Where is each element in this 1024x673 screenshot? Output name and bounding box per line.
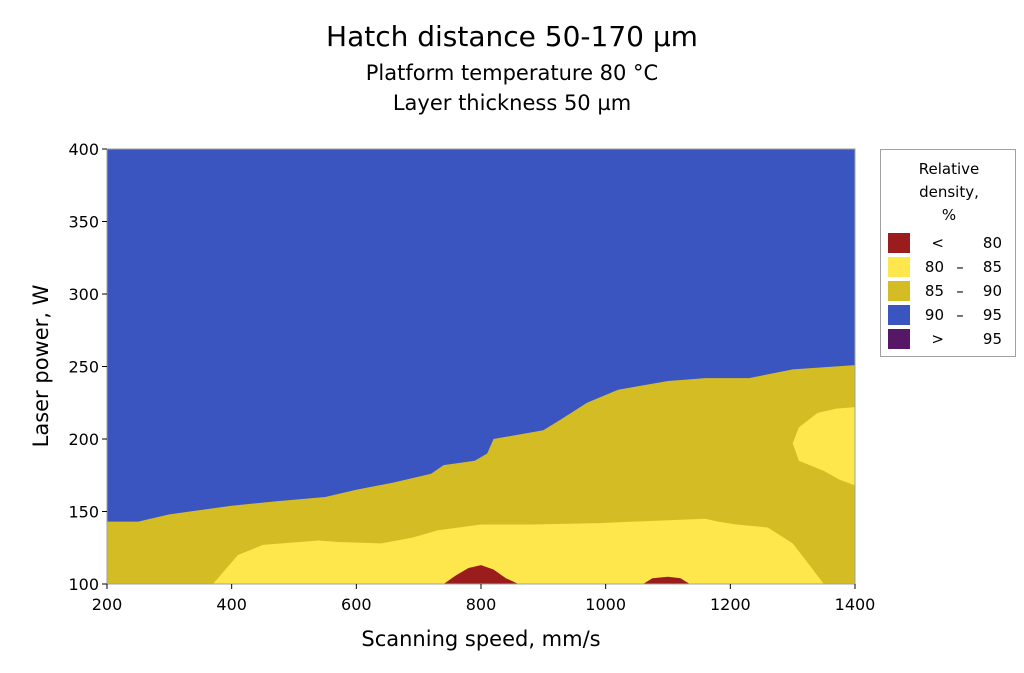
- contour-region-4: [443, 565, 519, 584]
- x-tick-label: 1000: [585, 595, 626, 614]
- contour-region-2: [213, 518, 824, 584]
- x-tick-label: 1200: [710, 595, 751, 614]
- legend-swatch: [888, 329, 910, 349]
- contour-regions: [107, 149, 855, 584]
- x-tick-label: 200: [92, 595, 123, 614]
- legend-title-line-2: density,: [919, 183, 979, 201]
- x-tick-label: 800: [466, 595, 497, 614]
- legend-title-line-1: Relative: [918, 160, 980, 178]
- y-tick-label: 150: [68, 503, 99, 522]
- y-axis: 100 150 200 250 300 350 400: [68, 140, 107, 594]
- legend-swatch: [888, 305, 910, 325]
- y-tick-label: 100: [68, 575, 99, 594]
- legend-swatch: [888, 233, 910, 253]
- y-tick-label: 200: [68, 430, 99, 449]
- legend-swatch: [888, 257, 910, 277]
- x-axis-label: Scanning speed, mm/s: [361, 627, 600, 651]
- contour-region-3: [792, 407, 855, 486]
- contour-region-5: [643, 576, 690, 584]
- x-axis: 200 400 600 800 1000 1200 1400: [92, 584, 876, 614]
- y-tick-label: 250: [68, 358, 99, 377]
- chart-subtitle-2: Layer thickness 50 µm: [392, 91, 632, 115]
- x-tick-label: 400: [216, 595, 247, 614]
- x-tick-label: 600: [341, 595, 372, 614]
- y-tick-label: 300: [68, 285, 99, 304]
- y-tick-label: 350: [68, 213, 99, 232]
- x-tick-label: 1400: [835, 595, 876, 614]
- legend-title-line-3: %: [941, 206, 957, 224]
- legend: Relative density, % < 80 80 – 85 85 – 90…: [880, 149, 1016, 357]
- legend-title: Relative density, %: [881, 158, 1017, 227]
- y-tick-label: 400: [68, 140, 99, 159]
- legend-swatch: [888, 281, 910, 301]
- contour-region-1: [107, 149, 855, 522]
- chart-subtitle-1: Platform temperature 80 °C: [365, 61, 659, 85]
- chart-title: Hatch distance 50-170 µm: [326, 20, 698, 53]
- y-axis-label: Laser power, W: [29, 284, 53, 447]
